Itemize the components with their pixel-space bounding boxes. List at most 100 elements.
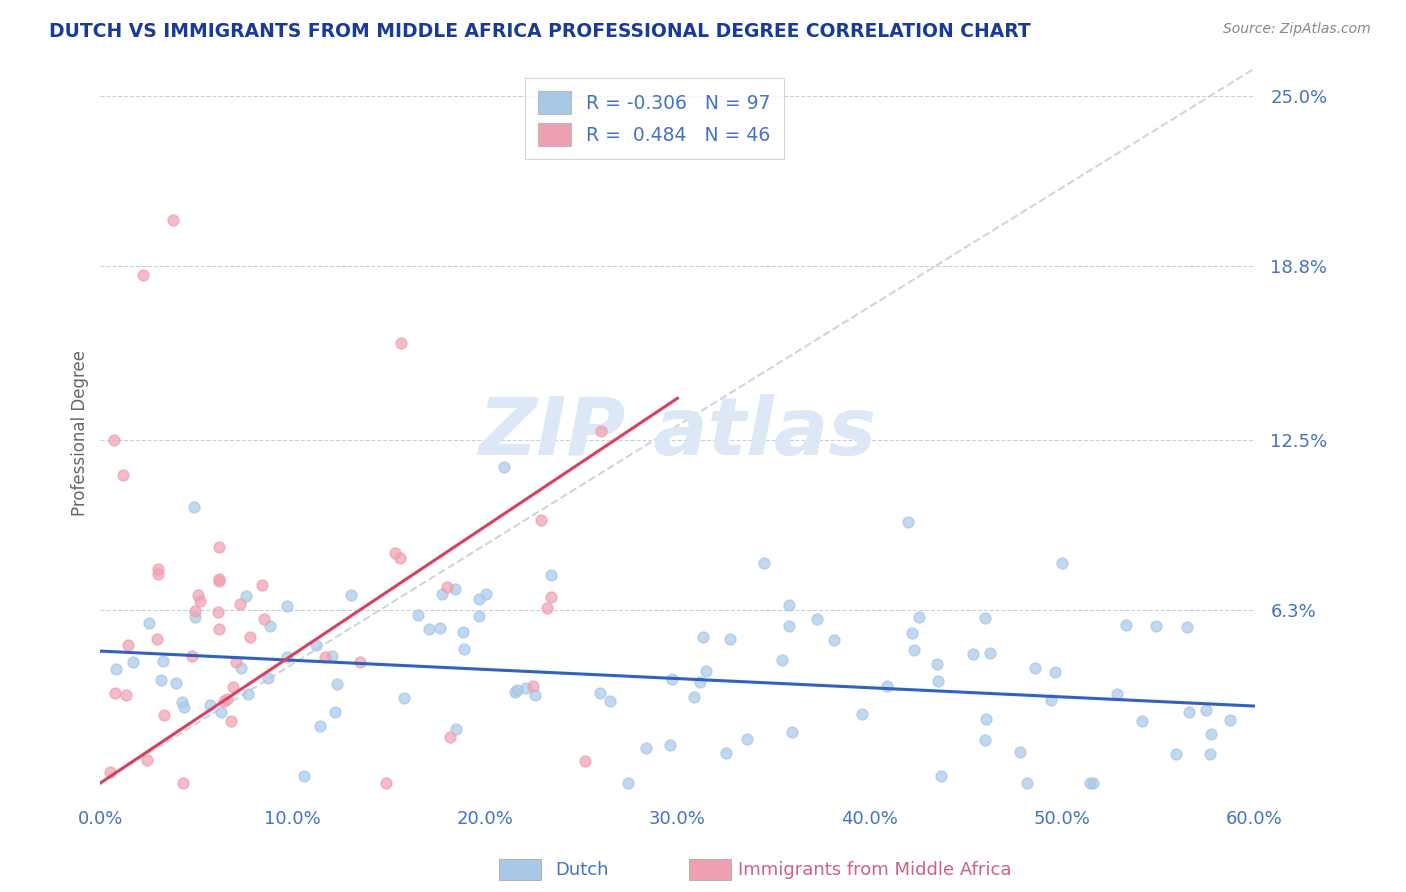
Point [1199, 727, 1222, 741]
Legend: R = -0.306   N = 97, R =  0.484   N = 46: R = -0.306 N = 97, R = 0.484 N = 46 [524, 78, 785, 160]
Point [222, 680, 245, 694]
Text: Source: ZipAtlas.com: Source: ZipAtlas.com [1223, 22, 1371, 37]
Point [321, 649, 343, 664]
Point [974, 611, 997, 625]
Point [239, 630, 262, 644]
Point [1178, 705, 1201, 719]
Point [389, 551, 412, 566]
Point [103, 433, 125, 447]
Point [901, 625, 924, 640]
Point [146, 567, 169, 582]
Point [105, 662, 128, 676]
Point [1081, 776, 1104, 790]
Point [976, 712, 998, 726]
Point [540, 567, 562, 582]
Point [474, 587, 496, 601]
Point [200, 698, 222, 712]
Point [439, 730, 461, 744]
Point [599, 694, 621, 708]
Point [391, 335, 413, 350]
Point [374, 776, 396, 790]
Point [115, 688, 138, 702]
Point [962, 647, 984, 661]
Point [634, 741, 657, 756]
Point [173, 699, 195, 714]
Point [1144, 619, 1167, 633]
Point [208, 574, 231, 589]
Point [1175, 620, 1198, 634]
Point [112, 468, 135, 483]
Text: DUTCH VS IMMIGRANTS FROM MIDDLE AFRICA PROFESSIONAL DEGREE CORRELATION CHART: DUTCH VS IMMIGRANTS FROM MIDDLE AFRICA P… [49, 22, 1031, 41]
Point [152, 654, 174, 668]
Point [468, 608, 491, 623]
Point [221, 714, 243, 728]
Point [308, 719, 330, 733]
Point [927, 657, 949, 671]
Point [122, 655, 145, 669]
Point [215, 692, 238, 706]
Point [146, 562, 169, 576]
Point [188, 593, 211, 607]
Point [778, 619, 800, 633]
Point [1039, 693, 1062, 707]
Point [212, 694, 235, 708]
Point [735, 731, 758, 746]
Point [974, 733, 997, 747]
Point [235, 589, 257, 603]
Point [1130, 714, 1153, 728]
Point [1195, 703, 1218, 717]
Point [292, 769, 315, 783]
Point [1166, 747, 1188, 761]
Point [770, 653, 793, 667]
Point [183, 610, 205, 624]
Point [720, 632, 742, 646]
Point [104, 686, 127, 700]
Point [876, 679, 898, 693]
Point [252, 612, 274, 626]
Point [453, 641, 475, 656]
Point [927, 674, 949, 689]
Point [530, 513, 553, 527]
Point [1219, 713, 1241, 727]
Point [778, 598, 800, 612]
Point [418, 622, 440, 636]
Point [897, 515, 920, 529]
Point [162, 212, 184, 227]
Point [349, 656, 371, 670]
Point [589, 425, 612, 439]
Point [257, 672, 280, 686]
Point [136, 753, 159, 767]
Point [340, 588, 363, 602]
Point [184, 605, 207, 619]
Point [1024, 661, 1046, 675]
Point [172, 695, 194, 709]
Point [780, 724, 803, 739]
Point [1105, 687, 1128, 701]
Point [172, 776, 194, 790]
Point [524, 688, 547, 702]
Point [515, 681, 537, 696]
Point [695, 665, 717, 679]
Point [806, 612, 828, 626]
Point [1078, 776, 1101, 790]
Point [1050, 556, 1073, 570]
Point [209, 705, 232, 719]
Y-axis label: Professional Degree: Professional Degree [72, 350, 89, 516]
Point [250, 578, 273, 592]
Point [589, 686, 612, 700]
Point [187, 588, 209, 602]
Point [503, 685, 526, 699]
Point [208, 622, 231, 636]
Point [540, 591, 562, 605]
Point [689, 674, 711, 689]
Point [929, 769, 952, 783]
Point [714, 746, 737, 760]
Point [979, 646, 1001, 660]
Point [153, 708, 176, 723]
Point [231, 660, 253, 674]
Point [208, 572, 231, 586]
Point [150, 673, 173, 687]
Point [98, 765, 121, 780]
Point [146, 632, 169, 646]
Point [468, 591, 491, 606]
